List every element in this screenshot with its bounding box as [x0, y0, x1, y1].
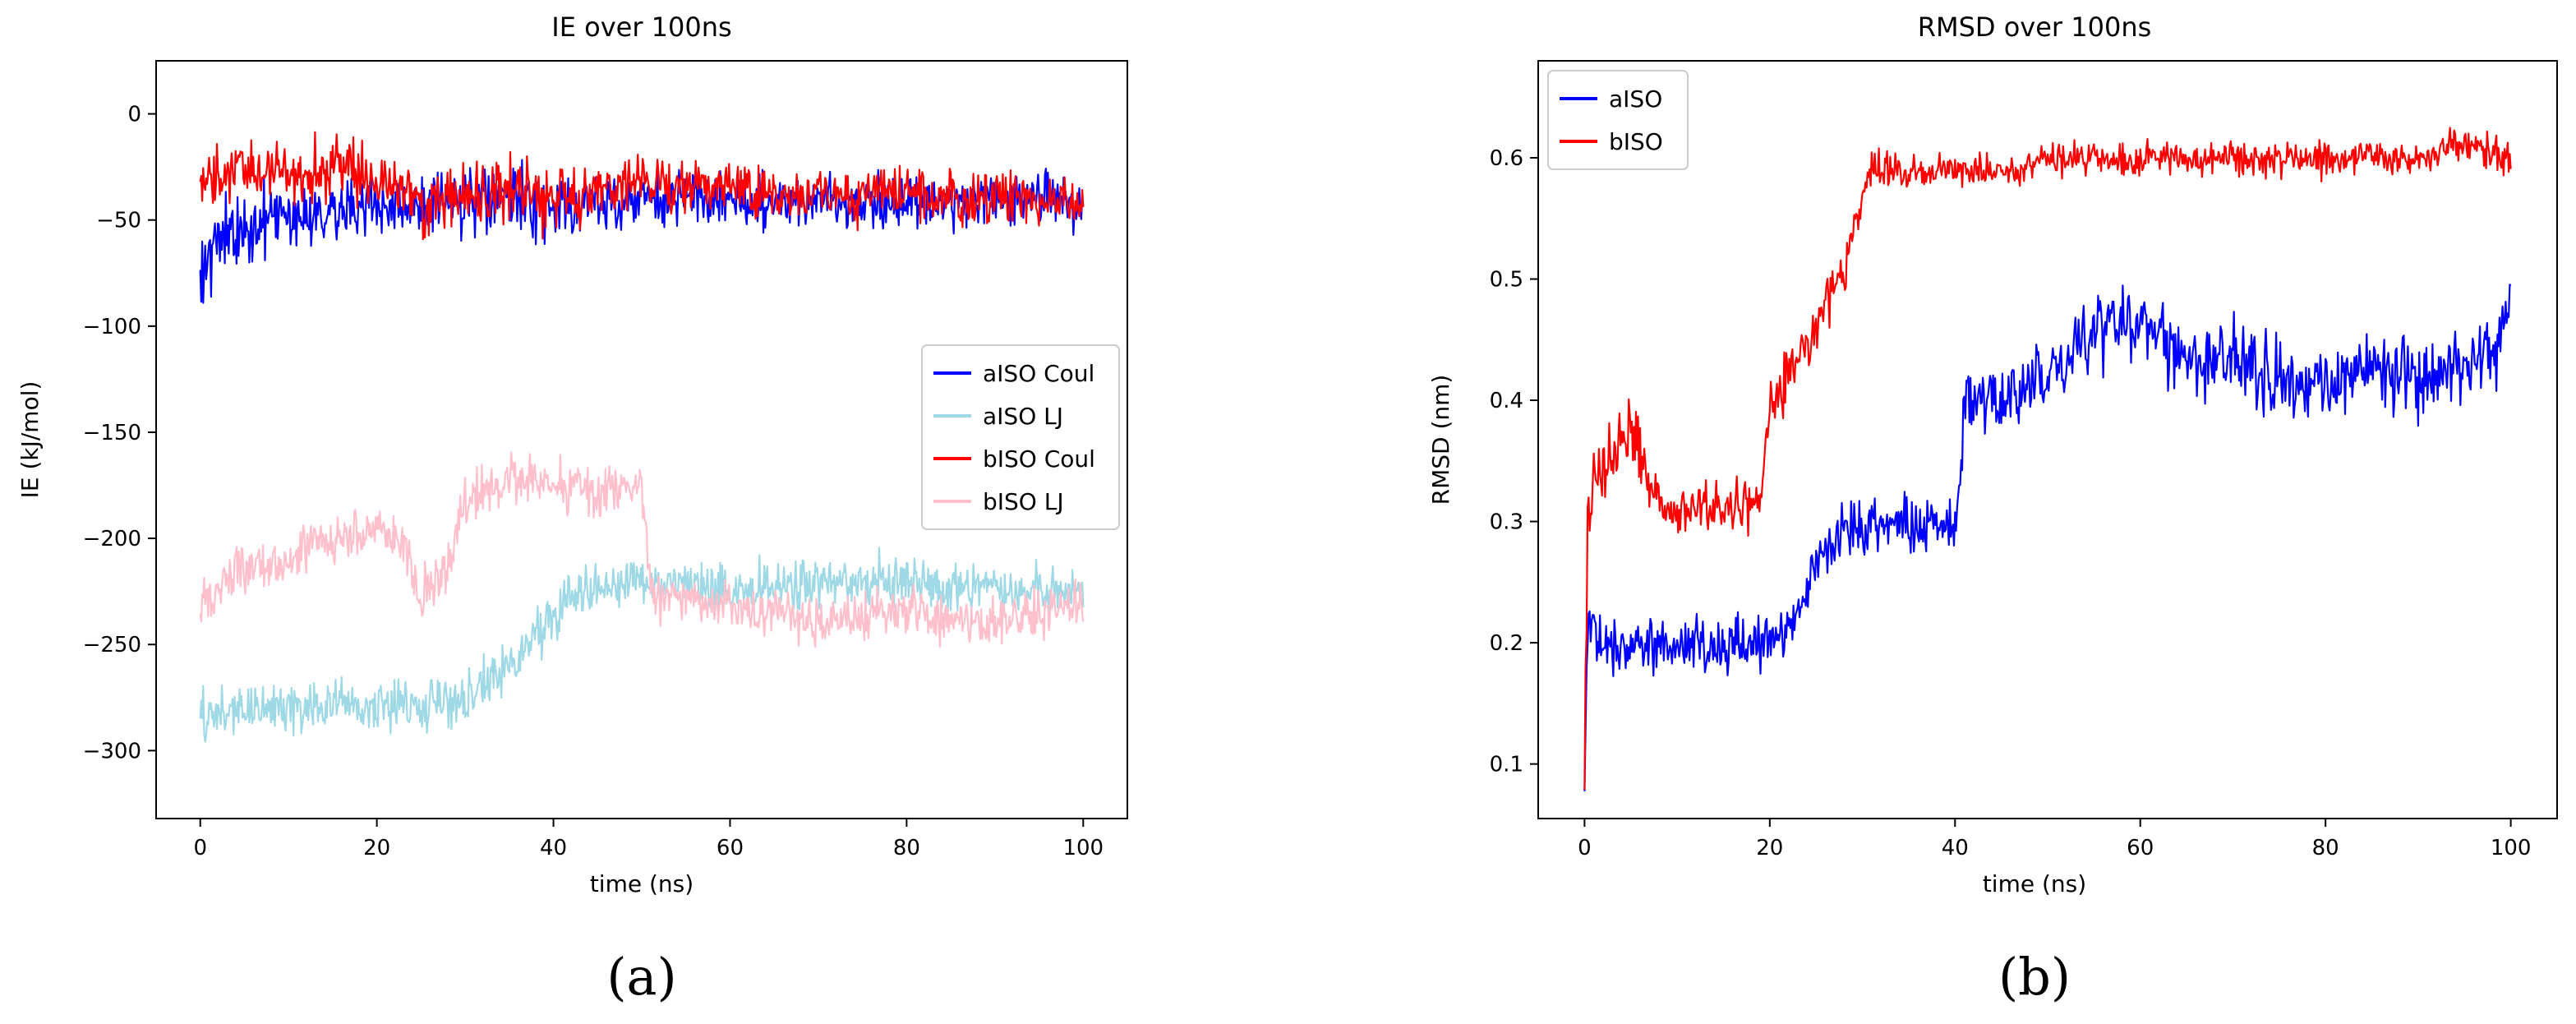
series-line-biso	[1583, 127, 2512, 791]
ie-y-axis-label: IE (kJ/mol)	[16, 381, 44, 499]
ie-chart: IE over 100ns 0 20 40 60 80 100 0 −50 −100 −150 −…	[16, 12, 1128, 1007]
x-tick-label: 20	[363, 836, 390, 860]
rmsd-y-axis-ticks: 0.1 0.2 0.3 0.4 0.5 0.6	[1490, 146, 1538, 777]
ie-x-axis-ticks: 0 20 40 60 80 100	[193, 819, 1104, 860]
series-line-biso-coul	[199, 131, 1085, 241]
x-tick-label: 40	[1942, 836, 1969, 860]
ie-legend: aISO Coul aISO LJ bISO Coul bISO LJ	[921, 344, 1120, 530]
legend-entry: bISO Coul	[983, 445, 1095, 473]
series-line-aiso-lj	[199, 547, 1085, 743]
y-tick-label: 0.4	[1490, 389, 1523, 413]
panel-label-b: (b)	[1998, 947, 2071, 1007]
y-tick-label: −50	[96, 209, 141, 233]
x-tick-label: 40	[540, 836, 567, 860]
rmsd-chart: RMSD over 100ns 0 20 40 60 80 100 0.10.20.30.…	[1427, 12, 2558, 1007]
legend-entry: aISO Coul	[983, 360, 1094, 387]
ie-chart-title: IE over 100ns	[551, 12, 731, 43]
rmsd-chart-title: RMSD over 100ns	[1918, 12, 2152, 43]
y-tick-label: −250	[83, 633, 141, 657]
legend-box	[1547, 70, 1689, 170]
rmsd-x-axis-label: time (ns)	[1983, 870, 2086, 897]
y-tick-label: 0.3	[1490, 510, 1523, 535]
x-tick-label: 80	[2312, 836, 2339, 860]
ie-x-axis-label: time (ns)	[590, 870, 694, 897]
legend-entry: aISO	[1609, 85, 1662, 113]
y-tick-label: −100	[83, 315, 141, 339]
series-line-biso-lj	[199, 451, 1085, 648]
y-tick-label: −150	[83, 421, 141, 445]
y-tick-label: −200	[83, 527, 141, 551]
x-tick-label: 0	[1578, 836, 1592, 860]
rmsd-plot-frame	[1537, 60, 2558, 819]
x-tick-label: 60	[717, 836, 744, 860]
ie-y-axis-ticks: 0 −50 −100 −150 −200 −250 −300	[83, 103, 156, 763]
y-tick-label: 0.2	[1490, 631, 1523, 656]
y-tick-label: 0.6	[1490, 146, 1523, 171]
legend-entry: bISO	[1609, 128, 1663, 155]
y-tick-label: 0	[127, 103, 141, 127]
rmsd-x-axis-ticks: 0 20 40 60 80 100	[1578, 819, 2531, 860]
x-tick-label: 80	[893, 836, 920, 860]
x-tick-label: 20	[1756, 836, 1783, 860]
rmsd-legend: aISO bISO	[1547, 70, 1689, 170]
panel-label-a: (a)	[606, 947, 676, 1007]
x-tick-label: 60	[2127, 836, 2154, 860]
legend-entry: bISO LJ	[983, 488, 1064, 515]
rmsd-y-axis-label: RMSD (nm)	[1427, 375, 1454, 505]
rmsd-plot-area	[1583, 127, 2512, 791]
ie-plot-frame	[155, 60, 1128, 819]
legend-box	[921, 344, 1120, 530]
series-line-aiso	[1583, 284, 2512, 791]
x-tick-label: 0	[193, 836, 207, 860]
y-tick-label: 0.1	[1490, 753, 1523, 777]
ie-plot-area	[199, 131, 1085, 743]
legend-entry: aISO LJ	[983, 403, 1063, 430]
x-tick-label: 100	[2491, 836, 2532, 860]
y-tick-label: −300	[83, 739, 141, 763]
y-tick-label: 0.5	[1490, 268, 1523, 293]
x-tick-label: 100	[1062, 836, 1104, 860]
